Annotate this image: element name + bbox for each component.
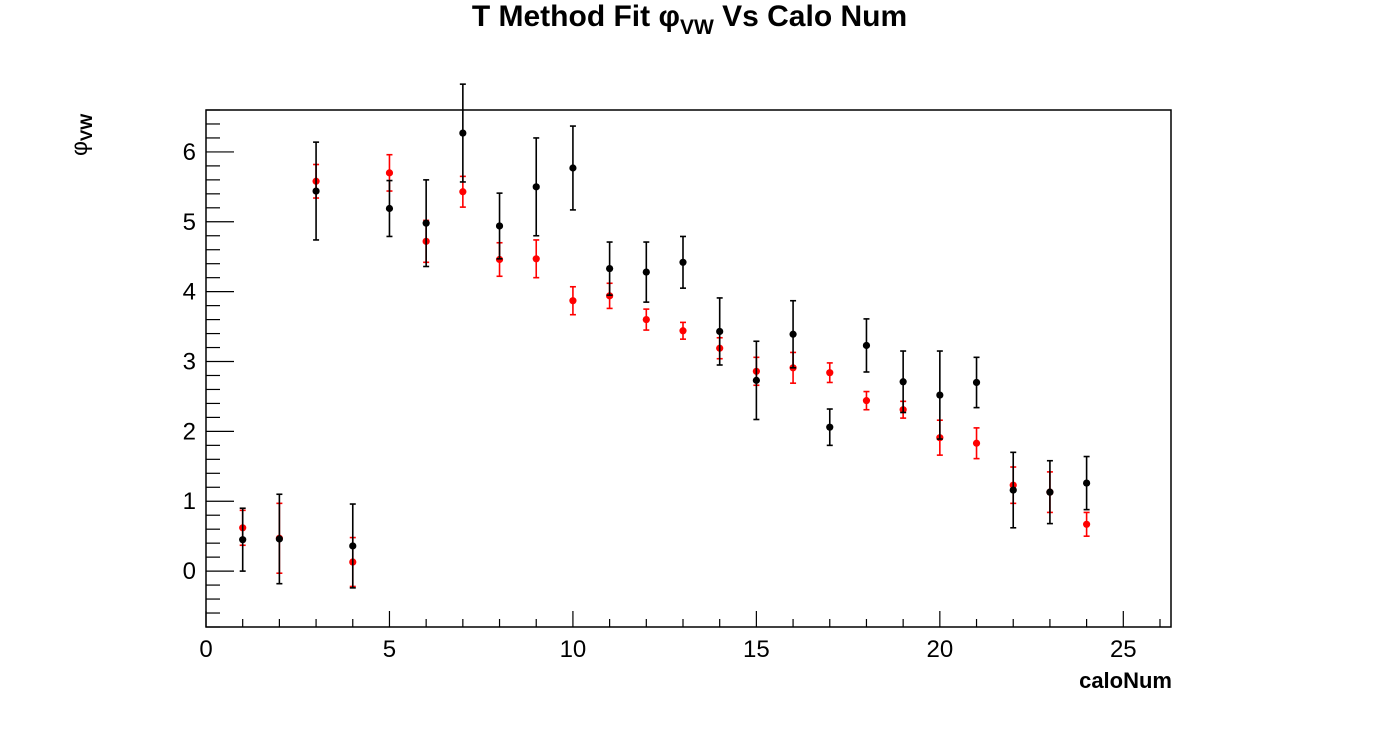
x-tick-label: 15 [743, 636, 770, 663]
data-point [569, 297, 577, 305]
x-tick-label: 25 [1110, 636, 1137, 663]
data-point [826, 369, 834, 377]
y-tick-label: 6 [183, 139, 196, 166]
y-tick-label: 3 [183, 349, 196, 376]
chart-title-symbol: φ [658, 0, 680, 33]
data-point [752, 376, 760, 384]
data-point [312, 187, 320, 195]
data-point [789, 330, 797, 338]
plot-frame-layer [205, 109, 1172, 628]
x-axis-label: caloNum [1079, 668, 1172, 693]
data-point [716, 327, 724, 336]
data-point [422, 219, 430, 227]
data-point [642, 268, 650, 276]
data-point [1046, 488, 1054, 496]
tick-labels-layer: 0 5 10 15 20 25 0 1 2 3 4 5 6 [183, 139, 1137, 663]
x-tick-label: 5 [383, 636, 396, 663]
data-point [532, 183, 540, 191]
data-point [239, 536, 247, 544]
data-point [569, 164, 577, 172]
data-point [936, 391, 944, 399]
data-point [275, 535, 283, 543]
chart-title-prefix: T Method Fit [471, 0, 659, 33]
data-point [1083, 520, 1091, 528]
data-point [679, 327, 687, 335]
x-tick-label: 0 [199, 636, 212, 663]
x-tick-label: 10 [560, 636, 587, 663]
data-point [826, 423, 834, 431]
data-point [459, 129, 467, 137]
data-point [385, 204, 394, 213]
y-tick-label: 0 [183, 558, 196, 585]
data-point [385, 169, 394, 177]
chart-title-suffix: Vs Calo Num [713, 0, 908, 33]
data-point [495, 222, 504, 230]
y-tick-label: 2 [183, 418, 196, 445]
data-point [642, 315, 650, 324]
data-point [349, 542, 357, 550]
y-tick-label: 4 [183, 279, 196, 306]
y-tick-label: 5 [183, 209, 196, 236]
y-tick-label: 1 [183, 488, 196, 515]
data-point [1083, 479, 1091, 487]
data-point [606, 264, 614, 273]
data-point [862, 341, 871, 350]
data-point [862, 397, 871, 405]
series-2 [239, 83, 1091, 589]
data-point [972, 378, 981, 387]
data-point [459, 188, 467, 196]
axis-ticks-layer [205, 109, 1161, 628]
data-point [899, 378, 907, 386]
data-point [679, 258, 687, 266]
data-point [532, 255, 540, 263]
data-point [1009, 486, 1017, 494]
plot-frame [205, 109, 1172, 628]
series-1 [239, 153, 1091, 588]
chart-title: T Method Fit φVW Vs Calo Num [0, 0, 1379, 40]
chart-title-subscript: VW [679, 16, 714, 39]
data-point [972, 439, 981, 447]
series-layer [239, 83, 1091, 589]
x-tick-label: 20 [926, 636, 953, 663]
